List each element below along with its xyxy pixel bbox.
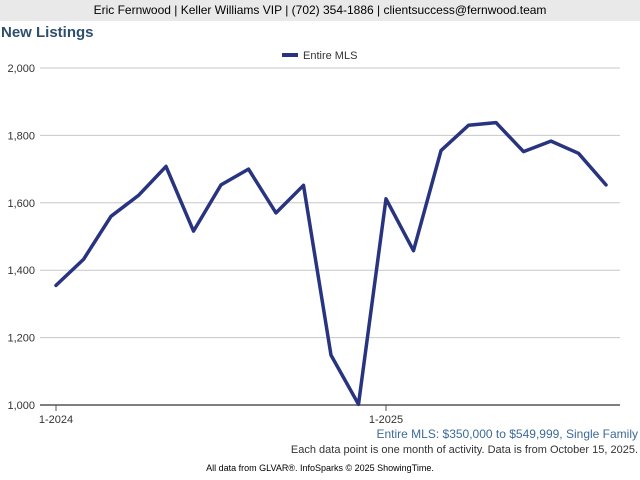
y-tick-label: 1,600 — [7, 198, 35, 210]
x-tick-label: 1-2025 — [369, 414, 403, 426]
y-axis-ticks: 1,000 1,200 1,400 1,600 1,800 2,000 — [7, 63, 35, 412]
series-layer — [54, 120, 608, 407]
source-footer: All data from GLVAR®. InfoSparks © 2025 … — [206, 463, 434, 473]
x-axis-ticks: 1-2024 1-2025 — [39, 405, 403, 426]
chart-title: New Listings — [1, 24, 94, 41]
legend: Entire MLS — [282, 50, 357, 62]
series-line — [54, 120, 608, 407]
y-tick-label: 1,400 — [7, 265, 35, 277]
data-note: Each data point is one month of activity… — [290, 444, 638, 456]
gridlines — [40, 67, 620, 406]
contact-header: Eric Fernwood | Keller Williams VIP | (7… — [0, 0, 640, 21]
legend-label: Entire MLS — [303, 50, 357, 62]
filter-description: Entire MLS: $350,000 to $549,999, Single… — [376, 427, 639, 441]
x-tick-label: 1-2024 — [39, 414, 73, 426]
y-tick-label: 2,000 — [7, 63, 35, 75]
y-tick-label: 1,800 — [7, 130, 35, 142]
y-tick-label: 1,000 — [7, 400, 35, 412]
y-tick-label: 1,200 — [7, 333, 35, 345]
